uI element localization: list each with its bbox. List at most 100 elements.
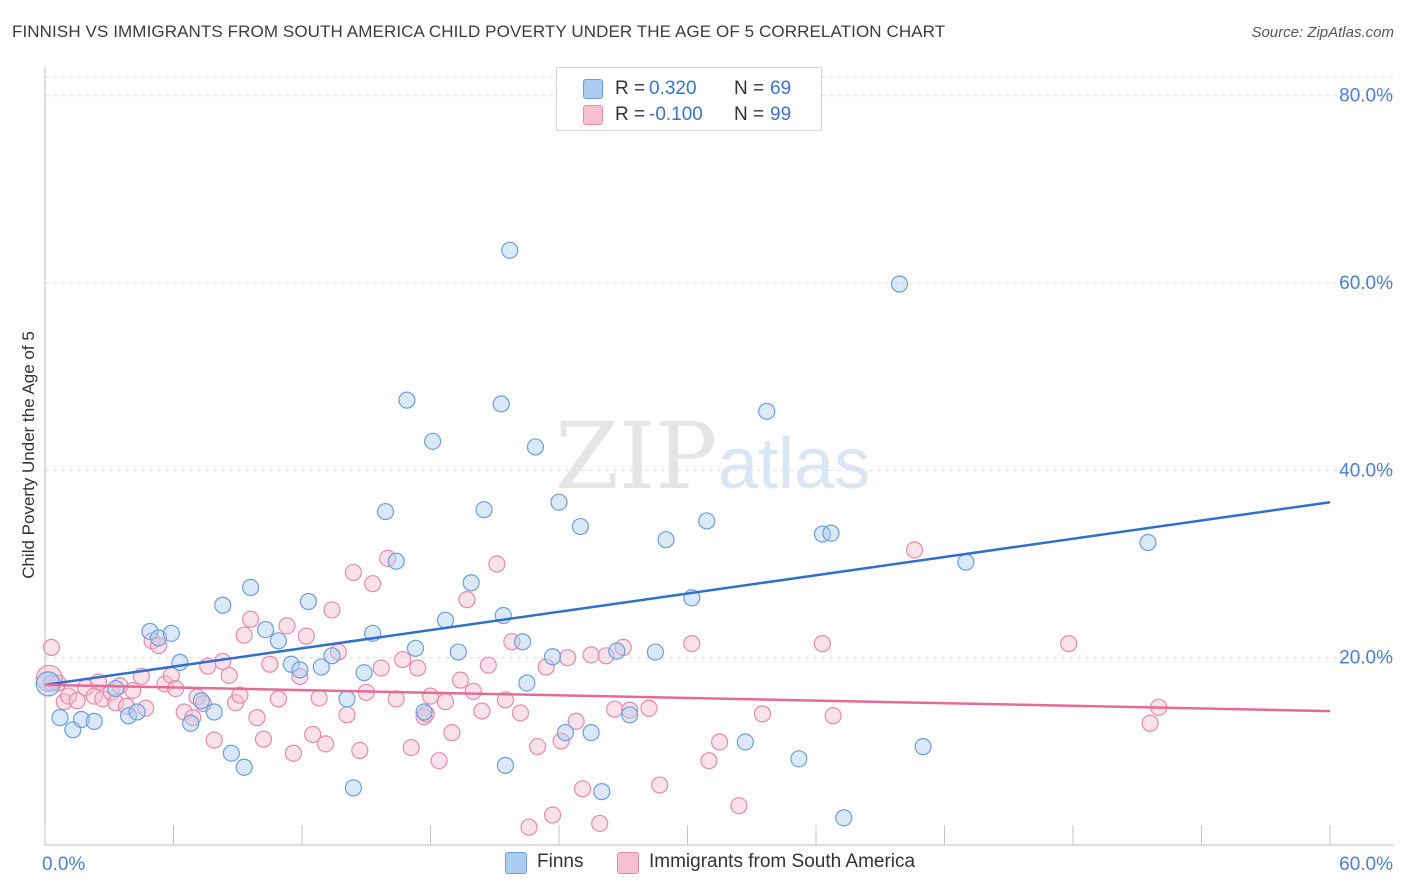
grid-lines [45,76,1393,659]
finns-r-value: 0.320 [649,78,697,99]
finns-point [376,502,395,521]
immigrants-point [310,689,328,707]
immigrants-point [304,725,322,744]
immigrants-point [621,701,639,719]
regression-lines [44,500,1331,713]
tick-labels: 20.0% 40.0% 60.0% 80.0% 0.0% 60.0% Child Pover… [19,86,1393,875]
immigrants-point [205,731,223,749]
finns-point [813,525,832,543]
immigrants-point [297,627,315,645]
finns-point [387,552,405,570]
finns-point [475,501,493,519]
finns-point [107,679,125,698]
immigrants-point [582,646,600,664]
correlation-stats-box: R = 0.320 N = 69 R = -0.100 N = 99 [556,67,822,131]
legend-immigrants-label: Immigrants from South America [649,851,916,872]
finns-point [269,632,288,650]
immigrants-point [813,635,832,653]
immigrants-point [496,691,515,709]
finns-point [205,703,223,721]
finns-point [344,779,362,797]
immigrants-point [436,693,455,711]
x-tick-label-min: 0.0% [42,854,85,875]
finns-point [119,707,138,725]
finns-point [235,758,253,776]
chart-title: FINNISH VS IMMIGRANTS FROM SOUTH AMERICA… [12,22,946,41]
y-tick-label: 40.0% [1339,460,1393,481]
finns-point [242,578,260,597]
finns-r-label: R = [615,78,646,99]
immigrants-point [824,707,842,725]
immigrants-point [59,687,78,705]
immigrants-point [409,659,427,677]
finns-point [192,692,210,710]
finns-point [1139,533,1157,552]
immigrants-n-label: N = [734,104,765,125]
finns-swatch [583,79,603,99]
immigrants-point [753,705,772,723]
finns-point [338,690,356,708]
finns-point [312,658,330,676]
finns-point [424,432,442,450]
finns-point [582,724,600,742]
finns-point [556,724,575,742]
finns-point [72,710,91,729]
finns-n-value: 69 [770,78,792,99]
immigrants-point [220,666,238,685]
finns-point [355,664,373,682]
immigrants-point [291,667,309,686]
finns-point [790,750,808,768]
immigrants-point [124,681,142,700]
finns-point [646,643,664,661]
finns-point [436,611,455,629]
immigrants-point [338,706,356,724]
immigrants-point [479,656,497,674]
immigrants-point [464,682,482,701]
immigrants-point [443,724,461,742]
immigrants-point [316,735,335,753]
immigrants-point [711,733,729,751]
immigrants-r-value: -0.100 [649,104,703,125]
immigrants-point [573,780,592,798]
immigrants-point [94,690,112,708]
finns-point [162,624,180,642]
immigrants-point [451,671,470,689]
immigrants-point [344,563,362,582]
immigrants-point [488,555,506,573]
immigrants-point [248,709,266,727]
immigrants-point [421,687,440,705]
finns-point [415,703,433,721]
finns-point [128,703,146,721]
immigrants-point [278,617,296,635]
finns-point [758,402,776,420]
y-tick-label: 60.0% [1339,273,1393,294]
immigrants-point [558,649,577,667]
finns-point [593,783,611,801]
finns-point [571,517,590,536]
immigrants-point [430,752,448,770]
finns-point [256,620,275,639]
finns-point [550,493,568,511]
immigrants-point [137,699,155,717]
watermark-atlas: atlas [718,424,870,504]
immigrants-point [528,738,547,756]
source-label: Source: ZipAtlas.com [1251,24,1394,41]
finns-point [449,643,467,661]
immigrants-point [261,655,279,673]
immigrants-point [730,797,748,815]
data-points [35,241,1168,836]
finns-point [621,706,639,724]
immigrants-point [597,647,615,665]
immigrants-point [473,702,491,720]
immigrants-point [552,732,570,750]
finns-point [398,391,416,409]
immigrants-point [351,741,369,760]
finns-point [657,531,675,549]
finns-point [214,596,232,614]
finns-n-label: N = [734,78,765,99]
finns-point [141,622,159,641]
legend-immigrants-swatch [617,852,639,874]
immigrants-r-label: R = [615,104,646,125]
y-tick-label: 20.0% [1339,648,1393,669]
finns-point [835,809,853,827]
